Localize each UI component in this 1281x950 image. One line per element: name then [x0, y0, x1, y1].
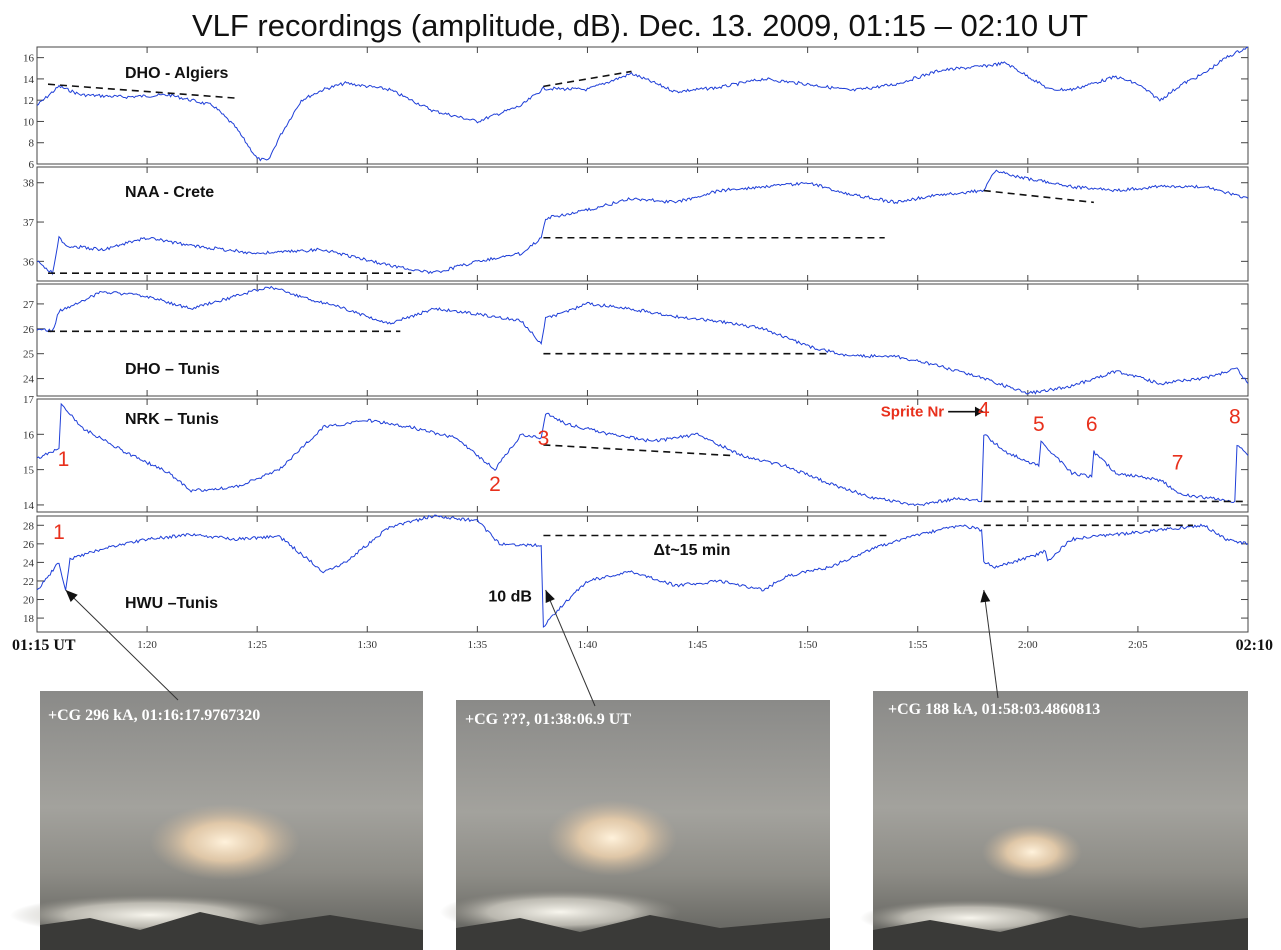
y-tick-label: 26 [23, 539, 35, 551]
panel-frame [36, 166, 1249, 282]
panel-frame [36, 398, 1249, 513]
series-line [36, 402, 1249, 507]
y-tick-label: 20 [23, 595, 35, 607]
station-label: NAA - Crete [125, 184, 214, 201]
panel-5: 18 20 22 24 26 28 HWU –Tunis 1 Δt~15 min 10 dB [23, 514, 1249, 633]
y-tick-label: 6 [29, 159, 35, 171]
y-tick-label: 16 [23, 429, 35, 441]
y-tick-label: 36 [23, 256, 35, 268]
station-label: NRK – Tunis [125, 411, 219, 428]
annotation-label: 7 [1172, 452, 1184, 475]
x-tick-label: 2:00 [1018, 639, 1038, 651]
x-tick-label: 1:55 [908, 639, 928, 651]
annotation-label: 6 [1086, 413, 1098, 436]
x-tick-label: 1:35 [468, 639, 488, 651]
annotation-label: 8 [1229, 406, 1241, 429]
dashed-trend-line [543, 444, 731, 457]
dashed-trend-line [543, 70, 632, 88]
panel-4: 14 15 16 17 NRK – Tunis 1 2 3 Sprite Nr 4 5 6 7 8 [23, 394, 1249, 513]
y-tick-label: 22 [23, 576, 34, 588]
y-tick-label: 26 [23, 324, 35, 336]
series-line [36, 514, 1249, 628]
photo-pointer-arrow [983, 589, 999, 699]
x-tick-label: 1:40 [578, 639, 598, 651]
series-line [36, 169, 1249, 276]
photo-pointer-arrow [545, 589, 596, 707]
photo-pointer-arrowhead [980, 590, 991, 603]
x-tick-label: 1:50 [798, 639, 818, 651]
annotation-label: 5 [1033, 413, 1045, 436]
y-tick-label: 38 [23, 178, 35, 190]
x-tick-label: 1:25 [247, 639, 267, 651]
annotation-label: 1 [58, 448, 70, 471]
annotation-label: 3 [538, 427, 550, 450]
panel-frame [36, 283, 1249, 397]
sprite-arrow-head [974, 406, 984, 417]
series-line [36, 46, 1249, 162]
y-tick-label: 8 [29, 138, 35, 150]
photo-arrows [65, 589, 999, 707]
y-tick-label: 18 [23, 613, 35, 625]
y-tick-label: 27 [23, 299, 35, 311]
photo-panel-3: +CG 188 kA, 01:58:03.4860813 [860, 691, 1248, 950]
panel-1: 6 8 10 12 14 16 DHO - Algiers [23, 46, 1249, 171]
y-tick-label: 24 [23, 374, 35, 386]
annotation-label: Δt~15 min [654, 542, 731, 559]
photo-pointer-arrow [65, 589, 179, 701]
x-tick-label: 1:20 [137, 639, 157, 651]
station-label: DHO - Algiers [125, 65, 229, 82]
time-axis-end-label: 02:10 [1236, 637, 1273, 654]
photo-pointer-arrowhead [65, 590, 78, 602]
y-tick-label: 24 [23, 557, 35, 569]
annotation-label: 1 [53, 521, 65, 544]
photo-caption-1: +CG 296 kA, 01:16:17.9767320 [48, 707, 260, 724]
photo-panel-1: +CG 296 kA, 01:16:17.9767320 [10, 691, 423, 950]
photo-panel-2: +CG ???, 01:38:06.9 UT [440, 700, 830, 950]
photo-caption-3: +CG 188 kA, 01:58:03.4860813 [888, 701, 1100, 718]
y-tick-label: 10 [23, 116, 35, 128]
y-tick-label: 16 [23, 53, 35, 65]
panel-3: 24 25 26 27 DHO – Tunis [23, 283, 1249, 397]
time-axis: 01:15 UT 02:10 1:20 1:25 1:30 1:35 1:40 1:45 1… [12, 637, 1273, 654]
x-tick-label: 1:45 [688, 639, 708, 651]
series-line [36, 285, 1249, 395]
photo-pointer-arrowhead [545, 590, 555, 603]
y-tick-label: 37 [23, 217, 35, 229]
dashed-trend-line [983, 189, 1094, 204]
annotation-label: 4 [978, 399, 990, 422]
panel-2: 36 37 38 NAA - Crete [23, 166, 1249, 282]
dashed-trend-line [47, 83, 236, 99]
x-tick-label: 2:05 [1128, 639, 1148, 651]
y-tick-label: 15 [23, 465, 35, 477]
photo-caption-2: +CG ???, 01:38:06.9 UT [465, 711, 631, 728]
y-tick-label: 14 [23, 74, 35, 86]
figure-title: VLF recordings (amplitude, dB). Dec. 13.… [192, 8, 1088, 43]
y-tick-label: 17 [23, 394, 35, 406]
x-tick-label: 1:30 [357, 639, 377, 651]
station-label: HWU –Tunis [125, 595, 218, 612]
station-label: DHO – Tunis [125, 361, 220, 378]
y-tick-label: 28 [23, 520, 35, 532]
annotation-label: 2 [489, 473, 501, 496]
panel-frame [36, 515, 1249, 633]
annotation-label: 10 dB [488, 588, 532, 605]
photos-group: +CG 296 kA, 01:16:17.9767320 +CG ???, 01… [10, 691, 1248, 950]
y-tick-label: 14 [23, 500, 35, 512]
y-tick-label: 25 [23, 349, 35, 361]
time-axis-start-label: 01:15 UT [12, 637, 76, 654]
annotation-label: Sprite Nr [881, 404, 945, 421]
y-tick-label: 12 [23, 95, 34, 107]
panel-frame [36, 46, 1249, 165]
